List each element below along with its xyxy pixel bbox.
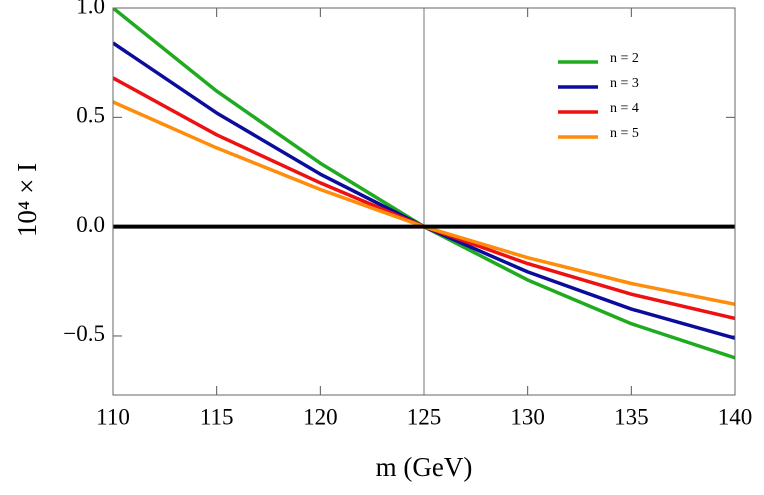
- x-tick-label: 135: [614, 404, 649, 429]
- legend-label: n = 4: [610, 101, 639, 116]
- x-tick-label: 110: [96, 404, 130, 429]
- x-tick-label: 130: [510, 404, 545, 429]
- plot-frame: [112, 7, 736, 396]
- y-tick-label: 0.0: [76, 212, 105, 237]
- y-tick-label: 1.0: [76, 0, 105, 18]
- x-axis-label: m (GeV): [376, 452, 473, 482]
- legend-label: n = 3: [610, 76, 639, 91]
- x-tick-label: 115: [200, 404, 234, 429]
- legend-label: n = 5: [610, 126, 639, 141]
- y-axis-label: 10⁴ × I: [12, 163, 42, 237]
- x-tick-label: 140: [718, 404, 753, 429]
- legend-label: n = 2: [610, 51, 639, 66]
- x-tick-label: 120: [303, 404, 338, 429]
- y-tick-label: 0.5: [76, 103, 105, 128]
- x-tick-label: 125: [407, 404, 442, 429]
- y-tick-label: −0.5: [63, 321, 105, 346]
